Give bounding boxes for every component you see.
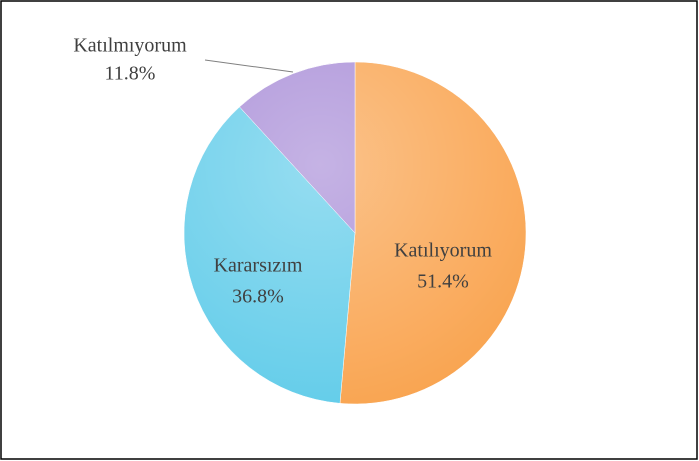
slice-label: Katılıyorum <box>394 240 492 262</box>
slice-label: Katılmıyorum <box>73 35 187 57</box>
slice-value-label: 51.4% <box>417 271 469 293</box>
pie <box>183 61 527 405</box>
slice-value-label: 36.8% <box>232 286 284 308</box>
leader-line <box>204 59 294 73</box>
slice-value-label: 11.8% <box>105 63 156 85</box>
slice-label: Kararsızım <box>214 255 303 277</box>
